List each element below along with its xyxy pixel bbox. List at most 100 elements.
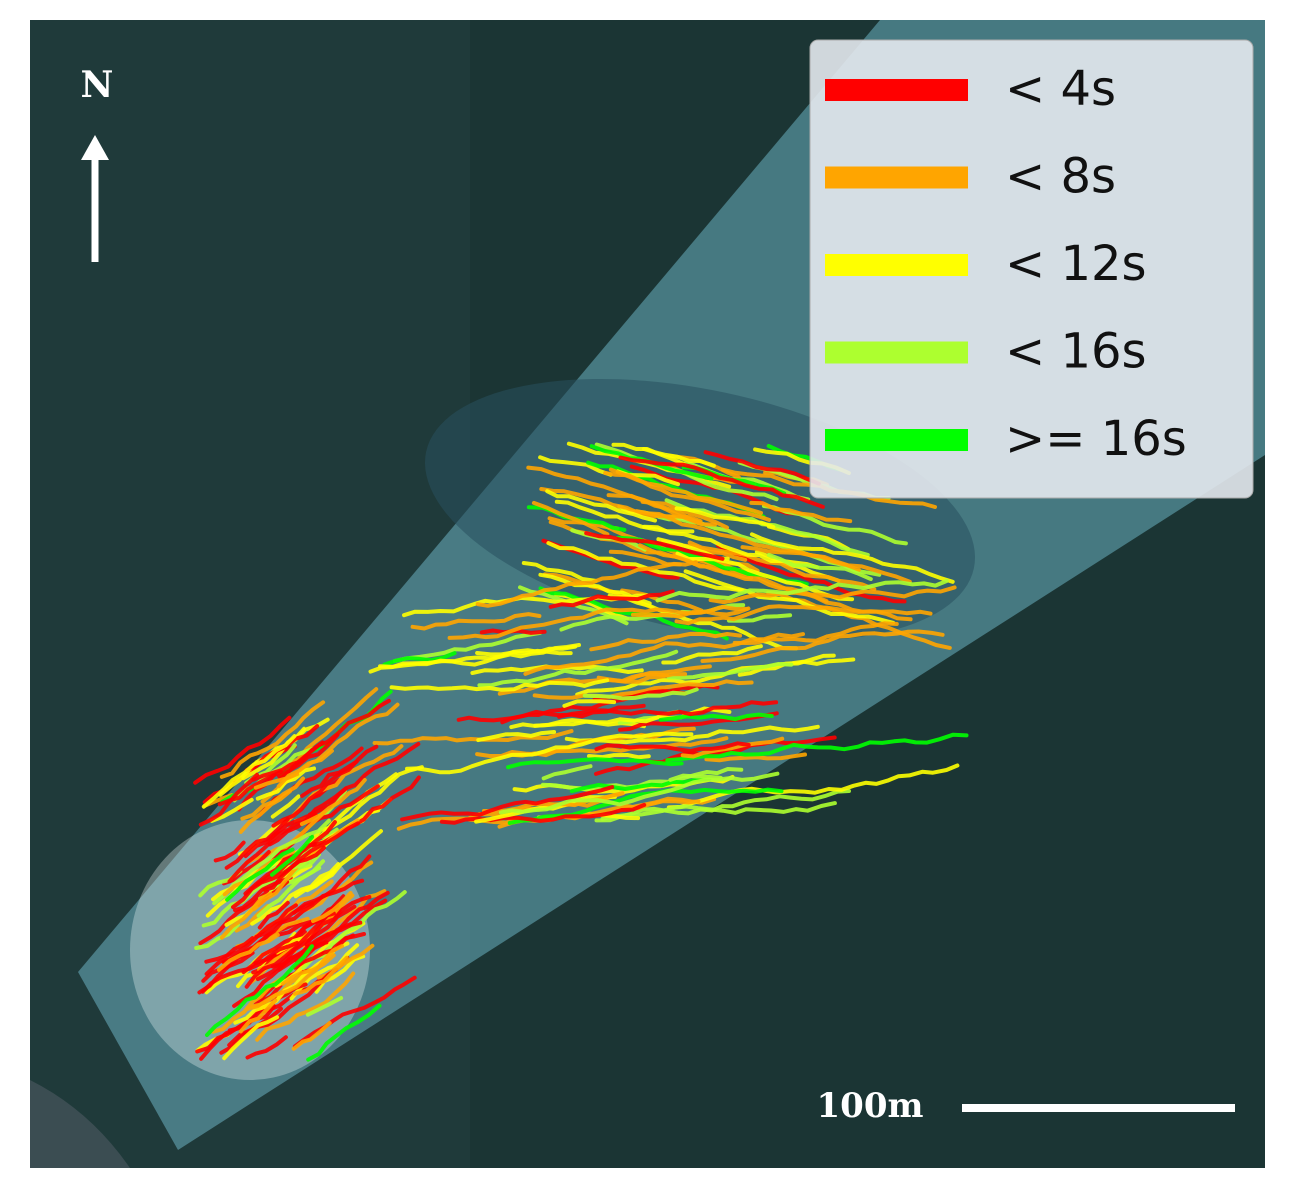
trajectory <box>276 687 379 774</box>
trajectory <box>666 662 794 680</box>
legend-label: < 16s <box>1005 324 1147 380</box>
trajectory <box>250 862 341 926</box>
legend-label: < 8s <box>1005 149 1116 205</box>
trajectory <box>217 932 280 972</box>
trajectory <box>270 794 301 819</box>
trajectory <box>256 866 322 918</box>
trajectory <box>668 773 723 782</box>
trajectory <box>727 613 793 623</box>
trajectory <box>292 943 375 996</box>
trajectory <box>500 703 646 725</box>
trajectory <box>372 729 574 746</box>
legend-swatch <box>825 429 968 451</box>
trajectory <box>225 847 295 902</box>
trajectory <box>238 998 278 1034</box>
legend-items: < 4s < 8s < 12s < 16s >= 16s <box>825 61 1187 467</box>
trajectory <box>507 787 784 825</box>
trajectory <box>618 455 825 509</box>
trajectory <box>389 678 610 692</box>
trajectory <box>410 612 542 631</box>
trajectory <box>548 589 675 609</box>
trajectory <box>193 715 292 785</box>
legend-swatch <box>825 341 968 364</box>
trajectories <box>193 441 969 1062</box>
trajectory <box>732 621 899 645</box>
trajectory <box>255 971 356 1042</box>
trajectory <box>201 950 255 983</box>
trajectory <box>538 455 613 477</box>
trajectory <box>300 759 359 798</box>
trajectory <box>634 509 861 572</box>
trajectory <box>557 700 779 719</box>
trajectory <box>277 733 340 779</box>
trajectory <box>194 922 240 950</box>
shore <box>30 1080 130 1168</box>
trajectory <box>368 644 578 674</box>
trajectory <box>618 711 779 732</box>
trajectory <box>304 895 372 947</box>
trajectory <box>687 540 877 592</box>
trajectory <box>675 551 855 602</box>
trajectory <box>305 868 337 893</box>
trajectory <box>600 801 837 821</box>
trajectory <box>400 785 615 822</box>
trajectory <box>708 585 957 605</box>
trajectory <box>749 500 853 524</box>
trajectory <box>674 604 933 626</box>
scale-label: 100m <box>817 1086 924 1126</box>
trajectory <box>255 766 316 801</box>
trajectory <box>293 933 355 970</box>
trajectory <box>766 552 873 582</box>
trajectory <box>541 764 593 781</box>
trajectory <box>655 579 949 603</box>
trajectory <box>294 890 390 963</box>
trajectory <box>716 543 907 604</box>
trajectory <box>219 700 326 779</box>
trajectory <box>238 789 293 834</box>
trajectory <box>545 489 657 523</box>
trajectory <box>589 631 743 652</box>
trajectory <box>539 487 703 524</box>
trajectory <box>200 940 300 994</box>
trajectory <box>266 916 310 943</box>
trajectory <box>498 771 780 815</box>
north-label: N <box>81 64 114 106</box>
trajectory <box>245 1035 288 1060</box>
trajectory <box>476 730 557 743</box>
trajectory <box>281 953 336 986</box>
trajectory <box>204 936 255 976</box>
trajectory <box>665 732 969 763</box>
trajectory <box>703 450 821 486</box>
trajectory <box>392 630 542 664</box>
trajectory <box>587 753 651 760</box>
legend-swatch <box>825 254 968 276</box>
trajectory <box>257 900 290 930</box>
trajectory <box>245 944 345 1011</box>
trajectory <box>674 506 776 529</box>
trajectory <box>477 649 679 688</box>
trajectory <box>305 996 344 1017</box>
trajectory <box>199 1004 276 1061</box>
trajectory <box>222 1015 280 1061</box>
trajectory <box>382 651 457 667</box>
trajectory <box>271 744 379 828</box>
trajectory <box>582 687 699 701</box>
trajectory <box>198 889 270 946</box>
trajectory <box>532 679 754 700</box>
trajectory <box>569 776 712 794</box>
trajectory <box>609 672 688 684</box>
trajectory <box>596 672 669 684</box>
trajectory <box>704 752 807 763</box>
legend-swatch <box>825 79 968 101</box>
trajectory <box>240 776 305 821</box>
legend: < 4s < 8s < 12s < 16s >= 16s <box>809 39 1254 499</box>
legend-label: >= 16s <box>1005 411 1187 467</box>
trajectory <box>262 821 360 892</box>
trajectory <box>311 891 353 923</box>
legend-label: < 4s <box>1005 61 1116 117</box>
trajectory <box>506 757 684 770</box>
trajectory <box>475 736 729 758</box>
trajectory <box>456 689 688 723</box>
trajectory <box>680 736 785 759</box>
